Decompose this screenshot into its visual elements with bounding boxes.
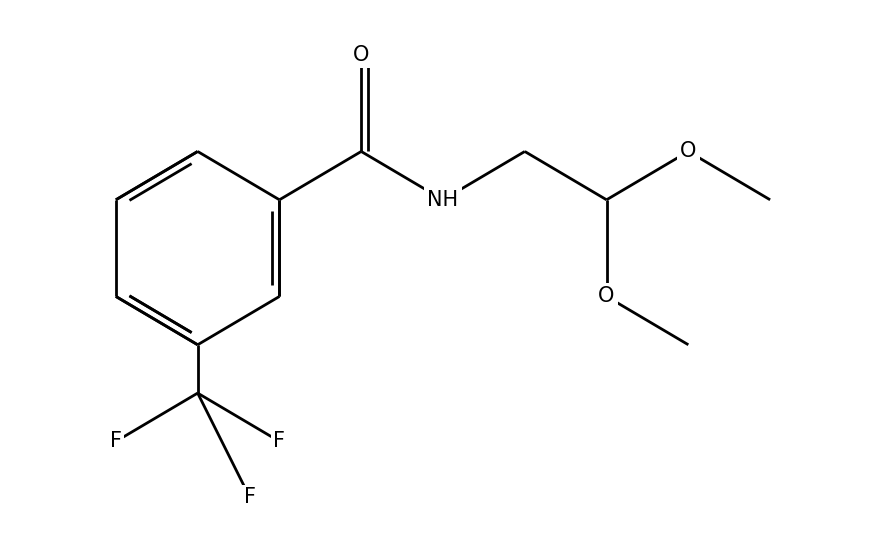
Text: F: F bbox=[110, 432, 122, 452]
Text: F: F bbox=[274, 432, 285, 452]
Text: F: F bbox=[244, 487, 256, 507]
Text: O: O bbox=[680, 141, 696, 162]
Text: NH: NH bbox=[427, 190, 459, 210]
Text: O: O bbox=[353, 45, 369, 65]
Text: O: O bbox=[598, 286, 615, 306]
